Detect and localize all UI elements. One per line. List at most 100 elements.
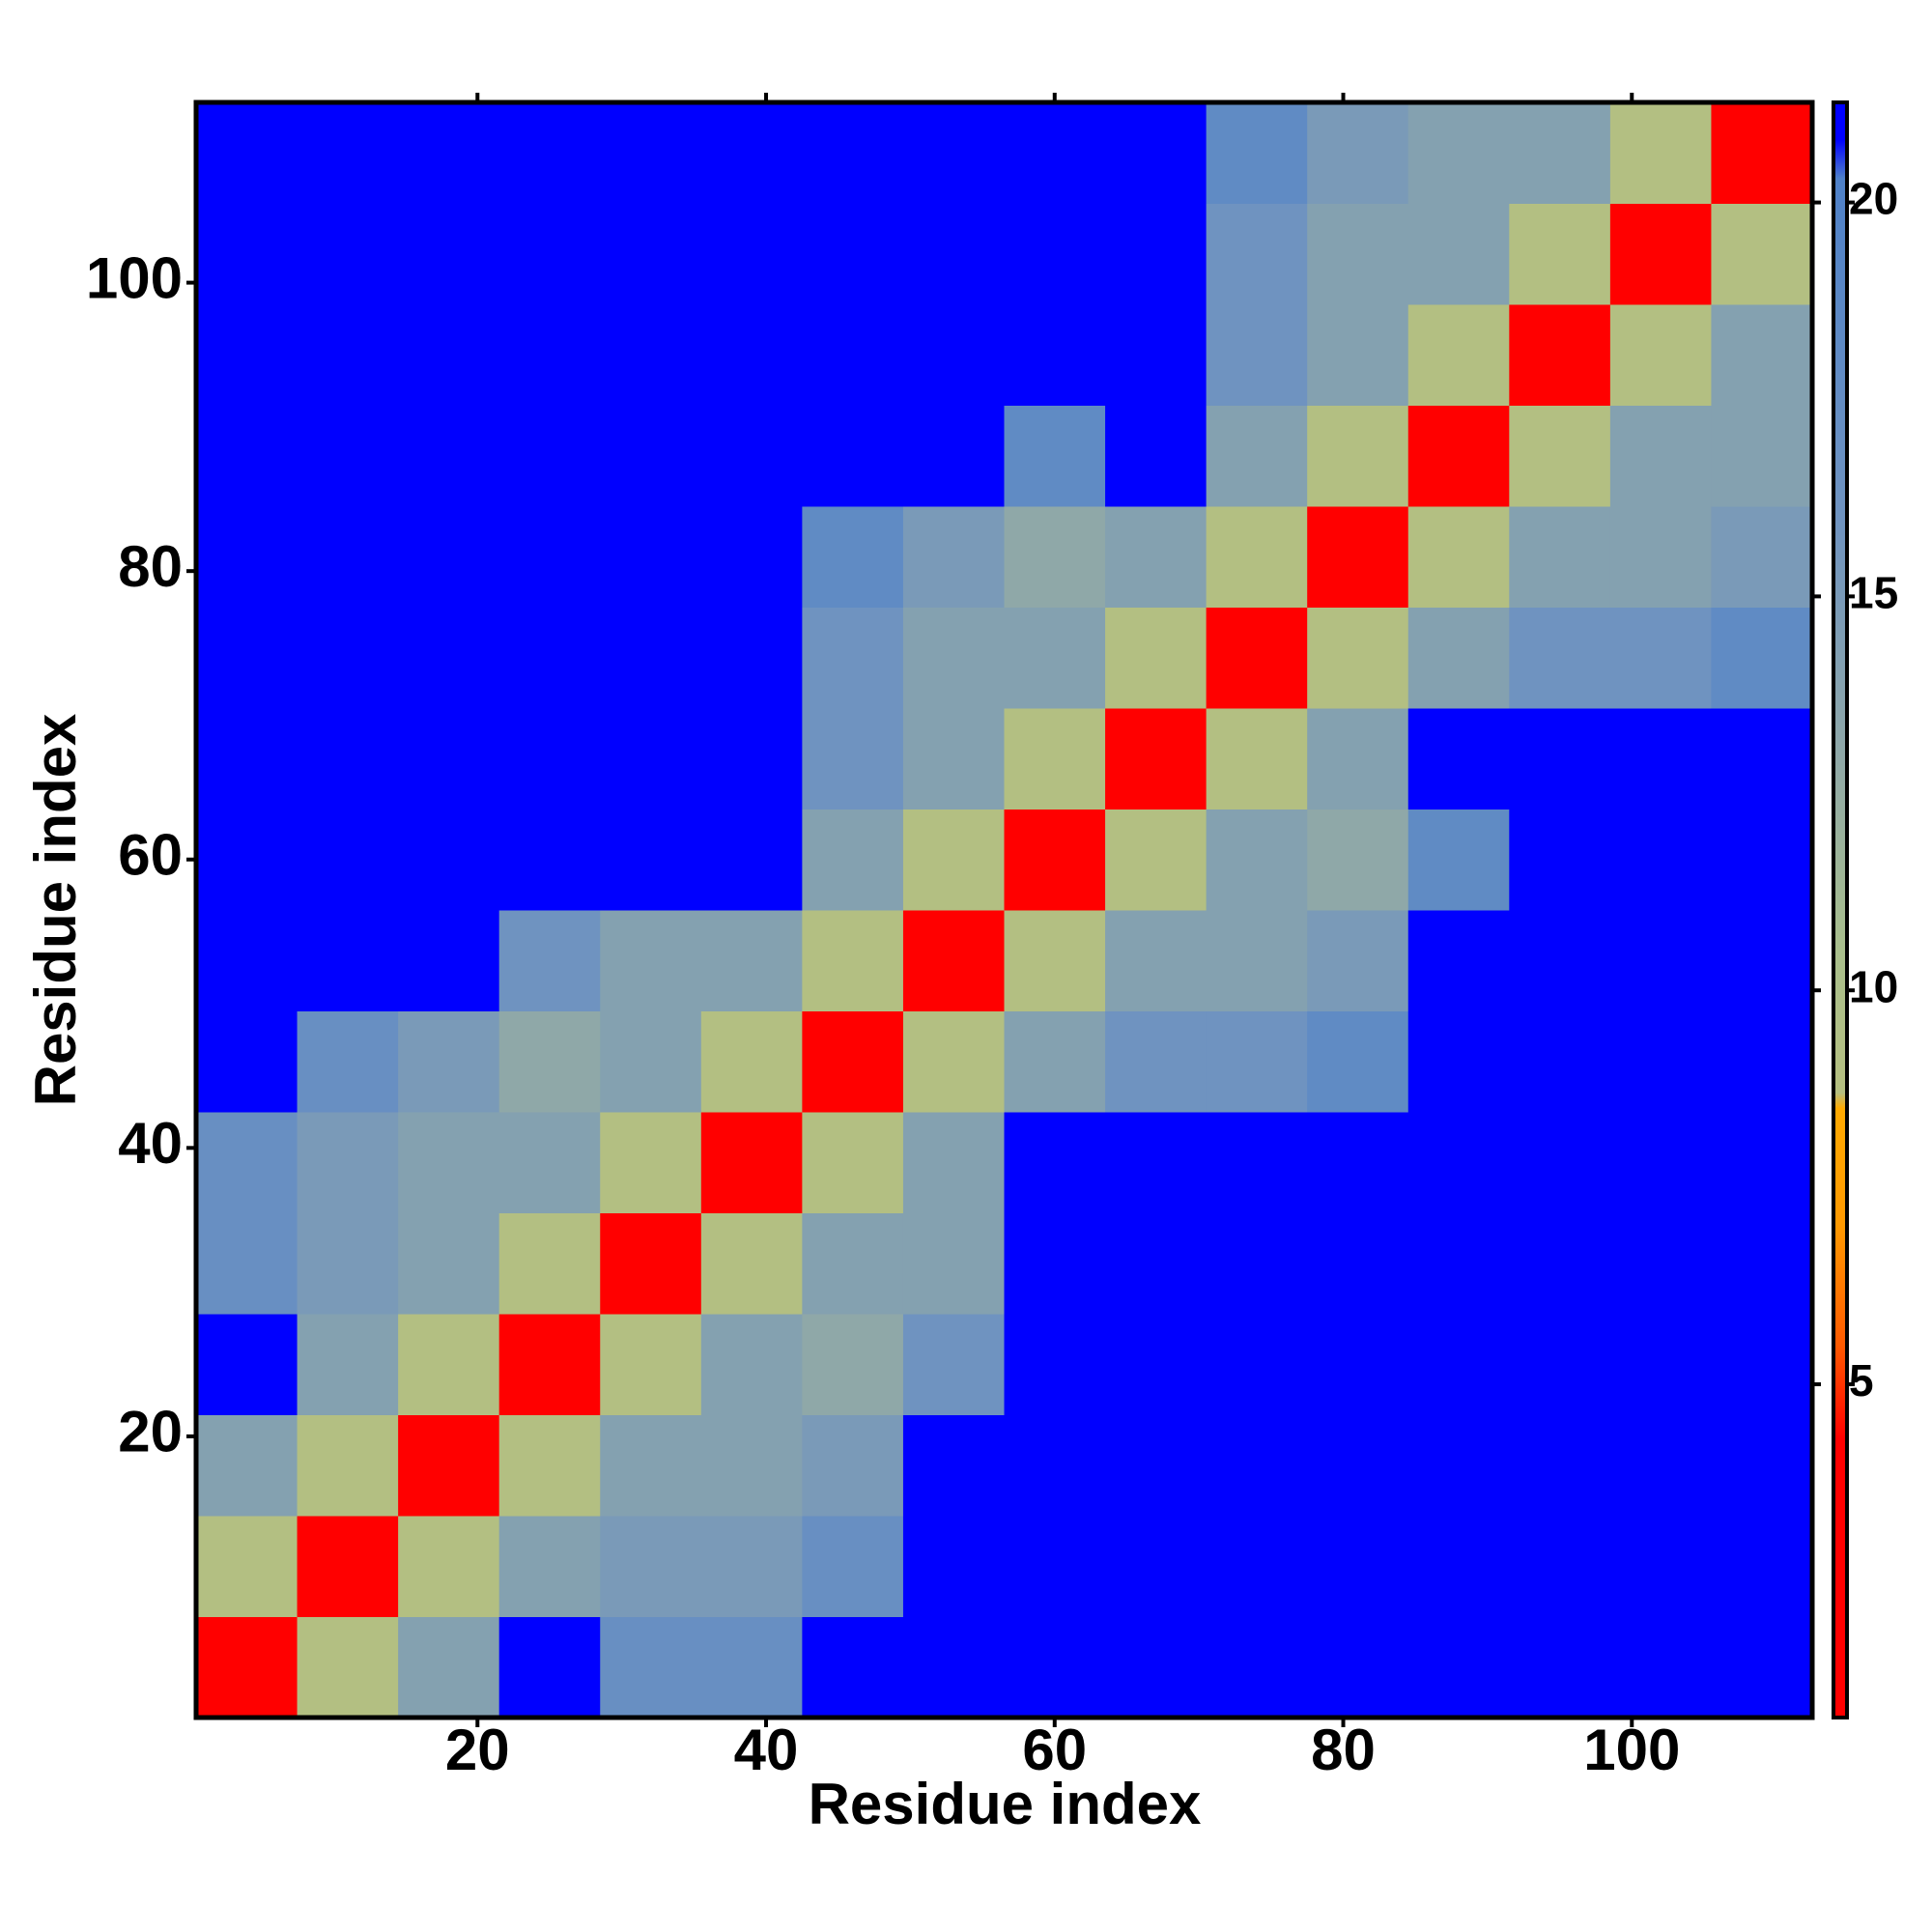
heatmap-cell	[196, 1414, 298, 1517]
heatmap-cell	[1609, 203, 1712, 305]
heatmap-cell	[902, 1516, 1005, 1617]
heatmap-cell	[398, 405, 500, 507]
heatmap-cell	[700, 809, 803, 911]
heatmap-cell	[398, 102, 500, 204]
heatmap-cell	[498, 1112, 601, 1213]
heatmap-cell	[1407, 102, 1510, 204]
heatmap-cell	[1609, 1516, 1712, 1617]
heatmap-cell	[902, 1414, 1005, 1517]
heatmap-cell	[1105, 1314, 1208, 1415]
heatmap-cell	[902, 809, 1005, 911]
heatmap-cell	[297, 607, 399, 709]
heatmap-cell	[902, 203, 1005, 305]
heatmap-cell	[1609, 506, 1712, 608]
heatmap-cell	[902, 1010, 1005, 1113]
heatmap-cell	[398, 506, 500, 608]
heatmap-cell	[1004, 304, 1106, 406]
heatmap-cell	[1307, 203, 1409, 305]
heatmap-cell	[398, 1414, 500, 1517]
heatmap-cell	[498, 304, 601, 406]
heatmap-cell	[1407, 506, 1510, 608]
heatmap-cell	[1105, 809, 1208, 911]
heatmap-cell	[1407, 809, 1510, 911]
heatmap-cell	[1609, 708, 1712, 810]
heatmap-cell	[1609, 1212, 1712, 1315]
heatmap-cell	[196, 708, 298, 810]
heatmap-cell	[1206, 910, 1308, 1011]
heatmap-cell	[297, 1212, 399, 1315]
heatmap-cell	[600, 102, 702, 204]
heatmap-cell	[1105, 1010, 1208, 1113]
heatmap-cell	[1407, 203, 1510, 305]
heatmap-cell	[1711, 102, 1813, 204]
heatmap-cell	[1609, 102, 1712, 204]
colorbar-tick-label: 15	[1849, 568, 1898, 618]
heatmap-cell	[498, 405, 601, 507]
heatmap-cell	[600, 1616, 702, 1719]
heatmap-cell	[600, 405, 702, 507]
heatmap-cell	[1206, 708, 1308, 810]
heatmap-cell	[1609, 1010, 1712, 1113]
heatmap-cell	[297, 708, 399, 810]
heatmap-cell	[1105, 1212, 1208, 1315]
heatmap-cell	[398, 1616, 500, 1719]
heatmap-cell	[297, 1112, 399, 1213]
heatmap-cell	[1307, 708, 1409, 810]
heatmap-cell	[700, 102, 803, 204]
heatmap-cell	[498, 102, 601, 204]
heatmap-cell	[700, 1314, 803, 1415]
heatmap-cell	[498, 1314, 601, 1415]
heatmap-cell	[600, 1212, 702, 1315]
heatmap-cell	[398, 1112, 500, 1213]
heatmap-cell	[1609, 1616, 1712, 1719]
heatmap-cell	[802, 203, 904, 305]
heatmap-cell	[802, 1516, 904, 1617]
heatmap-cell	[1509, 607, 1611, 709]
y-tick-label: 40	[118, 1111, 183, 1176]
heatmap-cell	[1206, 1010, 1308, 1113]
heatmap-cell	[1206, 1414, 1308, 1517]
heatmap-cell	[196, 910, 298, 1011]
heatmap-cell	[1509, 1010, 1611, 1113]
heatmap-cell	[1509, 809, 1611, 911]
heatmap-cell	[1711, 1516, 1813, 1617]
heatmap-cell	[1004, 1414, 1106, 1517]
heatmap-cell	[398, 607, 500, 709]
heatmap-cell	[600, 809, 702, 911]
heatmap-cell	[600, 304, 702, 406]
heatmap-cell	[802, 1010, 904, 1113]
heatmap-cell	[498, 1212, 601, 1315]
heatmap-cell	[1407, 1314, 1510, 1415]
heatmap-cell	[1407, 910, 1510, 1011]
heatmap-cell	[802, 506, 904, 608]
heatmap-cell	[1307, 910, 1409, 1011]
heatmap-cell	[1105, 1414, 1208, 1517]
heatmap-cell	[297, 1010, 399, 1113]
heatmap-cell	[1609, 607, 1712, 709]
heatmap-cell	[802, 607, 904, 709]
heatmap-cell	[398, 910, 500, 1011]
heatmap-cell	[196, 607, 298, 709]
x-tick-label: 60	[1022, 1718, 1087, 1782]
heatmap-cell	[1307, 1414, 1409, 1517]
heatmap-cell	[498, 1616, 601, 1719]
heatmap-cell	[196, 1314, 298, 1415]
heatmap-cell	[1711, 1010, 1813, 1113]
heatmap-cell	[1105, 506, 1208, 608]
heatmap-cell	[1105, 607, 1208, 709]
heatmap-cell	[1307, 1112, 1409, 1213]
heatmap-cell	[600, 203, 702, 305]
heatmap-cell	[1711, 1314, 1813, 1415]
heatmap-cell	[1004, 910, 1106, 1011]
heatmap-cell	[1711, 1414, 1813, 1517]
heatmap-cell	[902, 102, 1005, 204]
heatmap-cell	[600, 1112, 702, 1213]
heatmap-cell	[802, 304, 904, 406]
heatmap-cell	[196, 1212, 298, 1315]
heatmap-cell	[1307, 506, 1409, 608]
heatmap-cell	[600, 607, 702, 709]
heatmap-cell	[700, 708, 803, 810]
heatmap-cell	[1509, 1112, 1611, 1213]
heatmap-cell	[700, 1516, 803, 1617]
